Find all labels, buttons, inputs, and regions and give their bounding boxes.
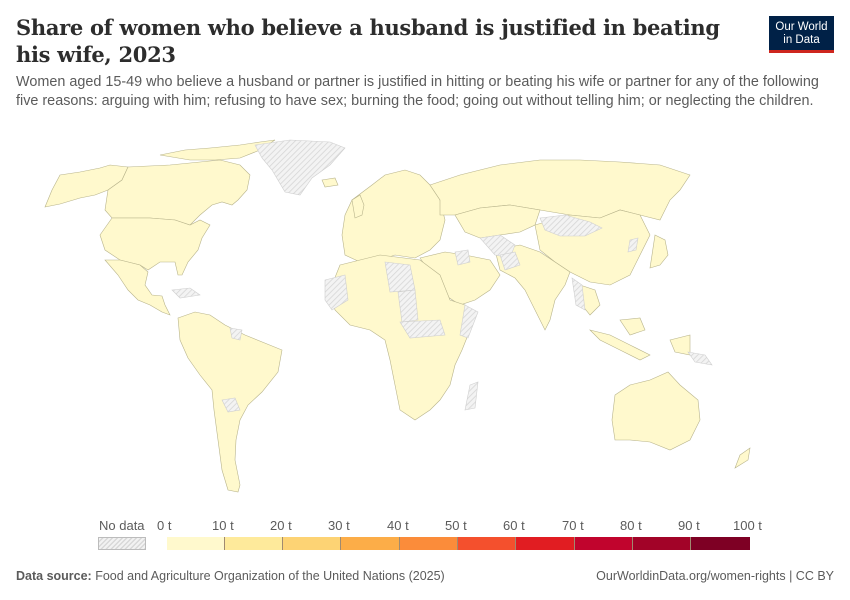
legend-bin-7[interactable] (575, 537, 633, 550)
region-png (687, 351, 713, 366)
region-myanmar (571, 277, 586, 311)
region-south-sudan (399, 319, 446, 339)
color-legend: No data 0 t 10 t 20 t 30 t 40 t 50 t 60 … (0, 515, 850, 555)
chart-title: Share of women who believe a husband is … (16, 15, 720, 67)
region-western-sahara (324, 274, 349, 311)
region-indonesia (589, 329, 651, 361)
legend-tick-70: 70 t (562, 518, 584, 533)
legend-bin-8[interactable] (633, 537, 691, 550)
legend-bin-4[interactable] (400, 537, 458, 550)
legend-tick-50: 50 t (445, 518, 467, 533)
footer: Data source: Food and Agriculture Organi… (16, 569, 834, 583)
region-japan (649, 234, 669, 269)
legend-tick-60: 60 t (503, 518, 525, 533)
region-madagascar (464, 381, 479, 411)
owid-logo[interactable]: Our World in Data (769, 16, 834, 53)
legend-bin-6[interactable] (516, 537, 575, 550)
region-caribbean (171, 287, 201, 299)
legend-bin-5[interactable] (458, 537, 516, 550)
legend-bin-3[interactable] (341, 537, 400, 550)
legend-bin-9[interactable] (691, 537, 750, 550)
region-kazakhstan (454, 204, 541, 239)
region-greenland (254, 139, 346, 196)
logo-line-1: Our World (775, 21, 828, 33)
legend-bin-0[interactable] (167, 537, 225, 550)
chart-subtitle: Women aged 15-49 who believe a husband o… (16, 74, 819, 109)
logo-line-2: in Data (783, 34, 820, 46)
region-mongolia (539, 214, 603, 237)
world-map[interactable] (0, 135, 850, 505)
legend-bin-1[interactable] (225, 537, 283, 550)
region-guianas (229, 327, 243, 341)
no-data-label: No data (99, 518, 145, 533)
legend-tick-90: 90 t (678, 518, 700, 533)
legend-tick-10: 10 t (212, 518, 234, 533)
region-paraguay (221, 397, 241, 413)
legend-tick-0: 0 t (157, 518, 172, 533)
legend-tick-20: 20 t (270, 518, 292, 533)
region-chad (397, 289, 419, 323)
region-australia (611, 371, 701, 451)
data-source-label: Data source: (16, 569, 92, 583)
legend-tick-100: 100 t (733, 518, 762, 533)
region-libya (384, 261, 416, 293)
legend-tick-80: 80 t (620, 518, 642, 533)
region-syria-iraq (454, 249, 471, 266)
legend-tick-30: 30 t (328, 518, 350, 533)
footer-link[interactable]: OurWorldinData.org/women-rights | CC BY (596, 569, 834, 583)
legend-tick-40: 40 t (387, 518, 409, 533)
region-central-asia (479, 234, 516, 259)
no-data-swatch[interactable] (98, 537, 146, 550)
region-afghanistan (499, 251, 521, 271)
region-uk (351, 194, 365, 219)
region-north-korea (627, 237, 639, 253)
region-somalia (459, 304, 479, 339)
region-new-zealand (734, 447, 751, 469)
region-mexico (104, 259, 171, 316)
region-africa (329, 254, 476, 421)
data-source-text: Food and Agriculture Organization of the… (91, 569, 445, 583)
region-canada (104, 159, 251, 226)
legend-bin-2[interactable] (283, 537, 341, 550)
